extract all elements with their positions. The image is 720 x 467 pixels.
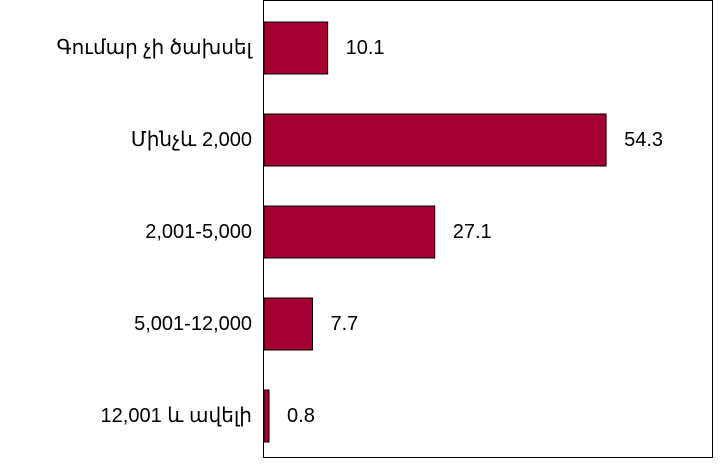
category-label: 2,001-5,000 (145, 221, 252, 243)
value-label: 27.1 (453, 221, 492, 243)
category-label: 5,001-12,000 (134, 313, 252, 335)
bars-group (263, 21, 607, 443)
value-label: 7.7 (331, 313, 359, 335)
category-label: 12,001 և ավելի (101, 405, 252, 427)
bar (263, 389, 270, 443)
bar (263, 297, 314, 351)
value-label: 0.8 (287, 405, 315, 427)
bar (263, 205, 436, 259)
bar (263, 113, 607, 167)
bar (263, 21, 329, 75)
category-label: Մինչև 2,000 (131, 129, 252, 151)
category-label: Գումար չի ծախսել (57, 37, 254, 59)
value-label: 10.1 (346, 37, 385, 59)
value-label: 54.3 (624, 129, 663, 151)
labels-group: Գումար չի ծախսել 10.1 Մինչև 2,000 54.3 2,001… (57, 37, 663, 427)
